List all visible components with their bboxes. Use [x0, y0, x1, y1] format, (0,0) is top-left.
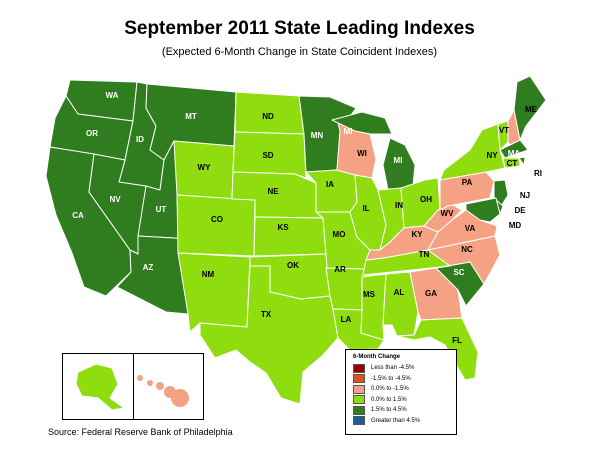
- legend-label: 1.5% to 4.5%: [371, 407, 407, 414]
- state-label-ca: CA: [72, 211, 84, 220]
- state-label-sc: SC: [453, 268, 464, 277]
- map-subtitle: (Expected 6-Month Change in State Coinci…: [161, 46, 438, 58]
- legend-item: 0.0% to -1.5%: [353, 384, 456, 395]
- legend-swatch: [353, 416, 365, 426]
- state-label-az: AZ: [143, 263, 154, 272]
- state-hi-island: [171, 389, 189, 407]
- legend-item: Less than -4.5%: [353, 363, 456, 374]
- state-label-tx: TX: [261, 310, 272, 319]
- state-hi-island: [156, 382, 164, 390]
- state-label-wi: WI: [357, 149, 367, 158]
- state-label-mt: MT: [185, 112, 197, 121]
- legend-item: -1.5% to -4.5%: [353, 374, 456, 385]
- state-hi-island: [137, 375, 143, 381]
- state-label-ar: AR: [334, 265, 346, 274]
- state-label-nd: ND: [262, 112, 274, 121]
- state-label-ut: UT: [156, 205, 167, 214]
- legend-label: Less than -4.5%: [371, 365, 415, 372]
- state-nc: [427, 235, 501, 285]
- legend-label: 0.0% to 1.5%: [371, 396, 407, 403]
- state-label-va: VA: [465, 224, 476, 233]
- legend: 6-Month Change Less than -4.5% -1.5% to …: [345, 349, 457, 435]
- state-md: [465, 197, 501, 223]
- state-label-nj: NJ: [520, 191, 530, 200]
- legend-swatch: [353, 363, 365, 373]
- state-label-in: IN: [395, 201, 403, 210]
- state-tx: [199, 265, 339, 405]
- state-label-fl: FL: [452, 336, 462, 345]
- state-label-co: CO: [211, 215, 223, 224]
- state-label-de: DE: [514, 206, 526, 215]
- state-label-il: IL: [362, 204, 369, 213]
- legend-item: 0.0% to 1.5%: [353, 395, 456, 406]
- legend-swatch: [353, 384, 365, 394]
- state-label-me: ME: [525, 105, 538, 114]
- state-label-ky: KY: [411, 230, 423, 239]
- state-label-mi: MI: [344, 127, 353, 136]
- legend-swatch: [353, 374, 365, 384]
- map-title: September 2011 State Leading Indexes: [124, 18, 475, 39]
- state-label-ri: RI: [534, 169, 542, 178]
- state-fl: [396, 317, 479, 381]
- state-label-ct: CT: [507, 159, 518, 168]
- legend-item: 1.5% to 4.5%: [353, 405, 456, 416]
- state-label-mn: MN: [311, 131, 324, 140]
- state-wv: [423, 203, 463, 233]
- state-label-nc: NC: [461, 245, 473, 254]
- state-label-nm: NM: [202, 270, 215, 279]
- state-label-ne: NE: [267, 187, 279, 196]
- state-label-ks: KS: [277, 223, 289, 232]
- state-label-sd: SD: [262, 151, 273, 160]
- state-label-oh: OH: [420, 195, 432, 204]
- state-hi-island: [147, 380, 153, 386]
- source-note: Source: Federal Reserve Bank of Philadel…: [48, 427, 233, 437]
- state-label-vt: VT: [499, 126, 509, 135]
- state-label-or: OR: [86, 129, 98, 138]
- state-label-ny: NY: [486, 151, 498, 160]
- state-label-ga: GA: [425, 289, 437, 298]
- legend-label: Greater than 4.5%: [371, 417, 421, 424]
- state-label-id: ID: [136, 135, 144, 144]
- legend-swatch: [353, 395, 365, 405]
- state-label-mi: MI: [394, 156, 403, 165]
- state-label-mo: MO: [333, 230, 346, 239]
- state-label-ma: MA: [508, 149, 521, 158]
- state-label-nv: NV: [109, 195, 121, 204]
- legend-item: Greater than 4.5%: [353, 416, 456, 427]
- state-label-ia: IA: [326, 180, 334, 189]
- state-label-ms: MS: [363, 290, 376, 299]
- state-ct: [502, 157, 521, 169]
- state-ma: [499, 139, 529, 159]
- state-ak: [75, 363, 126, 411]
- state-label-ok: OK: [287, 261, 299, 270]
- state-label-tn: TN: [419, 250, 430, 259]
- legend-label: -1.5% to -4.5%: [371, 375, 411, 382]
- state-label-al: AL: [394, 288, 405, 297]
- state-label-wy: WY: [198, 163, 212, 172]
- state-label-pa: PA: [462, 178, 473, 187]
- state-label-wa: WA: [106, 91, 119, 100]
- legend-swatch: [353, 405, 365, 415]
- state-label-la: LA: [341, 315, 352, 324]
- state-ri: [518, 156, 526, 166]
- inset-divider: [133, 354, 134, 419]
- state-mi: [331, 111, 393, 135]
- legend-title: 6-Month Change: [353, 354, 400, 360]
- state-label-md: MD: [509, 221, 522, 230]
- legend-label: 0.0% to -1.5%: [371, 386, 409, 393]
- state-label-wv: WV: [441, 209, 455, 218]
